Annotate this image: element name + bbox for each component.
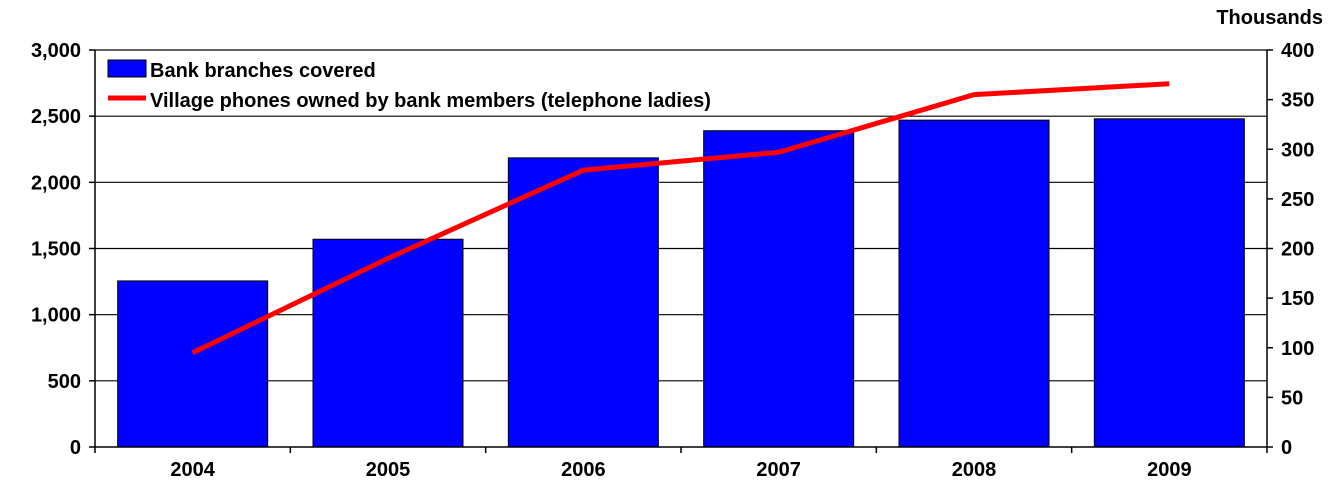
x-tick-label: 2006 xyxy=(561,459,606,481)
right-axis-ticks: 0 50 100 150 200 250 300 350 400 xyxy=(1267,40,1314,459)
legend: Bank branches covered Village phones own… xyxy=(107,59,711,112)
legend-label-village-phones: Village phones owned by bank members (te… xyxy=(150,90,711,112)
x-tick-label: 2004 xyxy=(170,459,215,481)
left-tick-label: 500 xyxy=(48,371,81,393)
bar-2007 xyxy=(703,130,855,448)
bar-2006 xyxy=(507,157,659,448)
x-tick-label: 2005 xyxy=(366,459,411,481)
line-village-phones xyxy=(191,81,1170,355)
left-tick-label: 3,000 xyxy=(31,40,81,62)
left-tick-label: 2,000 xyxy=(31,172,81,194)
left-axis-ticks: 0 500 1,000 1,500 2,000 2,500 3,000 xyxy=(31,40,95,459)
x-axis-ticks: 2004 2005 2006 2007 2008 2009 xyxy=(94,447,1268,481)
bar-2008 xyxy=(898,119,1050,448)
bar-series xyxy=(117,118,1245,448)
bar-2004 xyxy=(117,280,269,448)
left-tick-label: 2,500 xyxy=(31,106,81,128)
x-tick-label: 2007 xyxy=(756,459,801,481)
line-series xyxy=(191,81,1170,355)
bar-2005 xyxy=(312,238,464,448)
bar-2009 xyxy=(1093,118,1245,448)
right-tick-label: 150 xyxy=(1281,288,1314,310)
legend-swatch-bank-branches xyxy=(107,59,147,78)
gridlines xyxy=(95,49,1267,382)
right-axis-unit-label: Thousands xyxy=(1216,7,1323,29)
right-tick-label: 400 xyxy=(1281,40,1314,62)
left-tick-label: 1,500 xyxy=(31,239,81,261)
right-tick-label: 300 xyxy=(1281,139,1314,161)
left-tick-label: 1,000 xyxy=(31,305,81,327)
legend-label-bank-branches: Bank branches covered xyxy=(150,60,376,82)
right-tick-label: 0 xyxy=(1281,437,1292,459)
right-tick-label: 350 xyxy=(1281,90,1314,112)
right-tick-label: 100 xyxy=(1281,338,1314,360)
x-tick-label: 2008 xyxy=(952,459,997,481)
right-tick-label: 200 xyxy=(1281,239,1314,261)
x-tick-label: 2009 xyxy=(1147,459,1192,481)
left-tick-label: 0 xyxy=(70,437,81,459)
right-tick-label: 50 xyxy=(1281,387,1303,409)
right-tick-label: 250 xyxy=(1281,189,1314,211)
